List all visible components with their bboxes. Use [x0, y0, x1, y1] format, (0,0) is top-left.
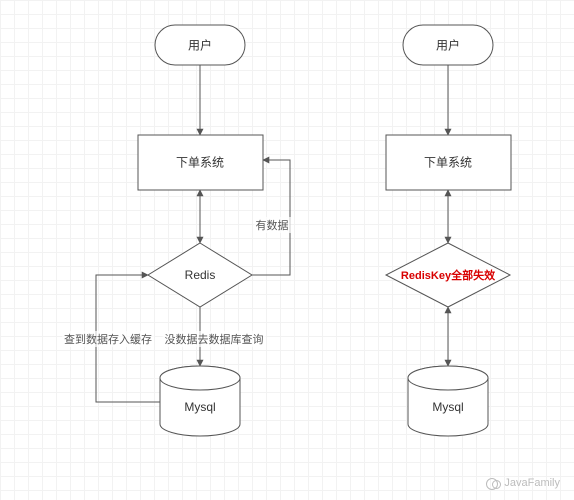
right-order-node	[386, 135, 511, 190]
left-user-node	[155, 25, 245, 65]
left-order-node	[138, 135, 263, 190]
right-user-node	[403, 25, 493, 65]
right-redis-node	[386, 243, 510, 307]
watermark-text: JavaFamily	[504, 477, 560, 489]
left-redis-node	[148, 243, 252, 307]
watermark: JavaFamily	[486, 476, 560, 490]
flowchart-canvas	[0, 0, 574, 500]
edge-mysql-redis-left	[96, 275, 160, 402]
wechat-icon	[486, 476, 500, 490]
